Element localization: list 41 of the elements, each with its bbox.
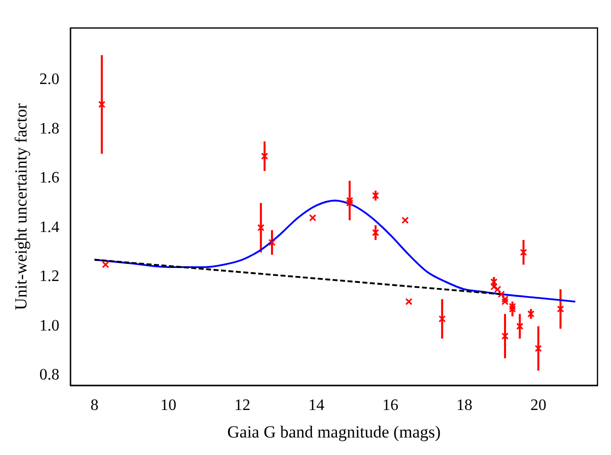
point <box>508 302 516 310</box>
point <box>498 290 505 298</box>
point <box>438 315 446 322</box>
x-tick-label: 16 <box>382 397 398 414</box>
x-tick-label: 12 <box>234 397 250 414</box>
point <box>346 196 354 204</box>
y-tick-label: 1.0 <box>39 317 60 334</box>
point <box>501 296 509 303</box>
x-tick-label: 8 <box>90 397 98 414</box>
point <box>508 305 516 313</box>
point <box>516 322 524 330</box>
point <box>501 298 509 306</box>
line-series <box>94 200 576 302</box>
point <box>257 224 264 232</box>
point <box>309 214 316 222</box>
point <box>402 216 409 224</box>
x-tick-label: 18 <box>456 397 472 414</box>
x-tick-label: 20 <box>530 397 546 414</box>
y-tick-label: 1.8 <box>39 120 60 138</box>
point <box>346 199 354 207</box>
y-tick-label: 1.6 <box>39 170 60 187</box>
y-tick-label: 0.8 <box>39 366 60 384</box>
point <box>405 298 412 306</box>
x-tick-label: 10 <box>160 397 176 414</box>
point <box>372 192 380 200</box>
x-axis-title: Gaia G band magnitude (mags) <box>227 422 441 442</box>
point <box>556 305 564 313</box>
point <box>261 152 268 160</box>
y-axis-title: Unit-weight uncertainty factor <box>12 102 31 310</box>
y-tick-label: 1.4 <box>39 218 60 236</box>
point <box>268 238 276 246</box>
point <box>98 100 106 108</box>
point <box>520 248 528 256</box>
y-tick-label: 2.0 <box>39 70 60 88</box>
point <box>372 229 380 236</box>
point <box>534 344 542 352</box>
point <box>527 310 534 318</box>
point <box>102 261 110 268</box>
x-tick-label: 14 <box>308 397 324 414</box>
point <box>501 332 509 340</box>
y-tick-label: 1.2 <box>39 268 60 286</box>
